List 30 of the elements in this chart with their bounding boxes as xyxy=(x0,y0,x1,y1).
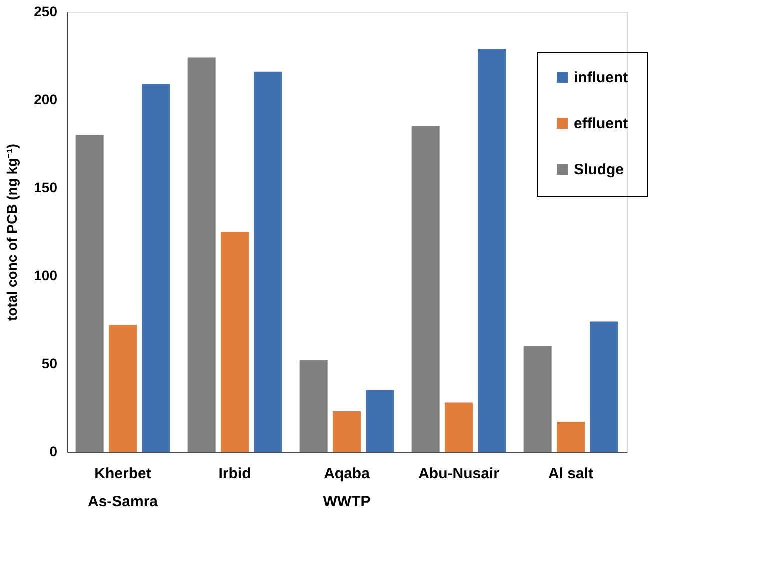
y-tick-label: 50 xyxy=(42,356,58,372)
bar xyxy=(142,84,170,452)
bar xyxy=(445,402,473,452)
x-tick-label: Irbid xyxy=(218,466,252,482)
bar xyxy=(76,135,104,452)
bar xyxy=(590,322,618,452)
bar xyxy=(300,360,328,452)
legend-label: effluent xyxy=(574,116,628,132)
bar xyxy=(221,232,249,452)
y-tick-label: 250 xyxy=(34,4,58,20)
bar xyxy=(412,126,440,452)
y-tick-label: 200 xyxy=(34,92,58,108)
y-tick-label: 100 xyxy=(34,268,58,284)
legend-label: Sludge xyxy=(574,162,624,178)
x-tick-label: Aqaba WWTP xyxy=(323,466,371,510)
x-tick-label: Al salt xyxy=(548,466,594,482)
y-axis-title: total conc of PCB (ng kg⁻¹) xyxy=(4,144,20,321)
bar xyxy=(109,325,137,452)
bar xyxy=(557,422,585,452)
x-tick-label: Kherbet As-Samra xyxy=(88,466,159,510)
x-tick-label: Abu-Nusair xyxy=(418,466,500,482)
bar xyxy=(333,412,361,452)
bar xyxy=(524,346,552,452)
bar xyxy=(254,72,282,452)
bar xyxy=(478,48,506,452)
y-tick-label: 0 xyxy=(50,444,58,460)
bar xyxy=(366,390,394,452)
bar xyxy=(188,58,216,452)
legend-label: influent xyxy=(574,70,628,86)
y-tick-label: 150 xyxy=(34,180,58,196)
